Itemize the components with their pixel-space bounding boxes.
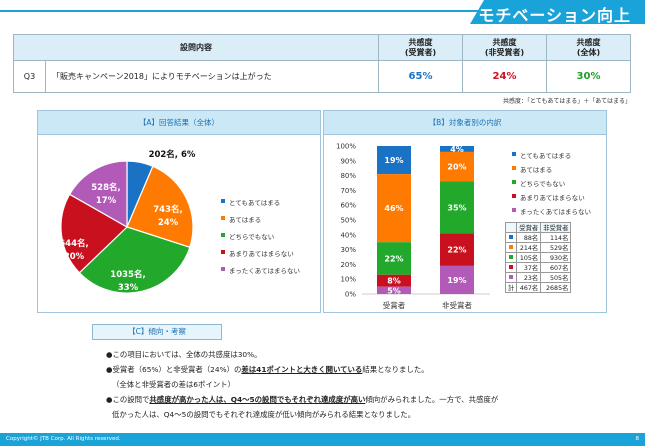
value-overall: 30% <box>546 60 631 93</box>
legend-swatch <box>221 199 225 203</box>
count-header-non-awardee: 非受賞者 <box>540 222 572 233</box>
legend-item: あまりあてはまらない <box>512 192 591 206</box>
legend-label: まったくあてはまらない <box>520 208 591 216</box>
conclusion-line: ●この項目においては、全体の共感度は30%。 <box>106 350 262 359</box>
question-number: Q3 <box>13 60 46 93</box>
legend-item: まったくあてはまらない <box>221 265 300 282</box>
count-table: 受賞者 非受賞者 88名 114名 214名 529名 105名 930名 37… <box>504 222 572 293</box>
footer: Copyright© JTB Corp. All Rights reserved… <box>0 433 645 446</box>
count-key <box>504 242 518 253</box>
definition-note: 共感度：「とてもあてはまる」＋「あてはまる」 <box>502 98 631 105</box>
count-key <box>504 272 518 283</box>
legend-swatch <box>221 233 225 237</box>
title-rule <box>0 10 645 12</box>
value-awardee: 65% <box>378 60 463 93</box>
legend-label: とてもあてはまる <box>520 152 572 160</box>
copyright: Copyright© JTB Corp. All Rights reserved… <box>6 436 121 442</box>
count-cell: 607名 <box>540 262 572 273</box>
page-number: 8 <box>635 436 640 442</box>
legend-label: どちらでもない <box>229 233 275 241</box>
legend-swatch <box>512 194 516 198</box>
panel-b-title: 【B】対象者別の内訳 <box>324 111 606 135</box>
legend-item: あまりあてはまらない <box>221 248 300 265</box>
count-cell: 214名 <box>516 242 542 253</box>
count-cell: 105名 <box>516 252 542 263</box>
count-header-awardee: 受賞者 <box>516 222 542 233</box>
count-cell: 23名 <box>516 272 542 283</box>
legend-swatch <box>512 180 516 184</box>
count-cell: 930名 <box>540 252 572 263</box>
legend-label: どちらでもない <box>520 180 566 188</box>
legend-item: まったくあてはまらない <box>512 206 591 220</box>
count-total: 467名 <box>516 282 542 293</box>
conclusion-line: （全体と非受賞者の差は6ポイント） <box>112 380 235 389</box>
conclusion-line: 低かった人は、Q4～5の設問でもそれぞれ達成度が低い傾向がみられる結果となりまし… <box>112 410 416 419</box>
legend-swatch <box>512 166 516 170</box>
legend-swatch <box>221 216 225 220</box>
legend-label: あまりあてはまらない <box>520 194 585 202</box>
conclusion-title: 【C】傾向・考察 <box>92 324 222 340</box>
col-awardee: 共感度 (受賞者) <box>378 34 463 61</box>
legend-item: とてもあてはまる <box>512 150 591 164</box>
panel-a-title: 【A】回答結果（全体） <box>38 111 320 135</box>
legend-label: あてはまる <box>229 216 262 224</box>
legend-item: どちらでもない <box>512 178 591 192</box>
count-total: 2685名 <box>540 282 572 293</box>
count-cell: 529名 <box>540 242 572 253</box>
value-non-awardee: 24% <box>462 60 547 93</box>
count-key <box>504 262 518 273</box>
count-cell: 88名 <box>516 232 542 243</box>
count-cell: 114名 <box>540 232 572 243</box>
conclusion-line: ●受賞者（65%）と非受賞者（24%）の差は41ポイントと大きく開いている結果と… <box>106 365 429 374</box>
legend-item: どちらでもない <box>221 231 300 248</box>
conclusion-line: ●この設問で共感度が高かった人は、Q4～5の設問でもそれぞれ達成度が高い傾向がみ… <box>106 395 499 404</box>
legend-label: あまりあてはまらない <box>229 250 294 258</box>
legend-swatch <box>221 250 225 254</box>
legend-label: とてもあてはまる <box>229 199 281 207</box>
legend-item: とてもあてはまる <box>221 197 300 214</box>
page-title: モチベーション向上 <box>478 6 631 25</box>
conclusion-text: ●この項目においては、全体の共感度は30%。 ●受賞者（65%）と非受賞者（24… <box>106 347 576 422</box>
count-table-corner <box>504 222 518 233</box>
legend-b: とてもあてはまる あてはまるどちらでもないあまりあてはまらない まったくあてはまらな… <box>512 150 591 220</box>
legend-item: あてはまる <box>221 214 300 231</box>
legend-swatch <box>221 267 225 271</box>
legend-label: まったくあてはまらない <box>229 267 300 275</box>
question-table: 設問内容 共感度 (受賞者) 共感度 (非受賞者) 共感度 (全体) Q3 「販… <box>13 34 631 93</box>
legend-a: とてもあてはまる あてはまるどちらでもないあまりあてはまらない まったくあてはまらな… <box>221 197 300 282</box>
title-tab <box>470 0 645 24</box>
count-cell: 37名 <box>516 262 542 273</box>
legend-label: あてはまる <box>520 166 553 174</box>
legend-item: あてはまる <box>512 164 591 178</box>
question-header: 設問内容 <box>13 34 379 61</box>
count-key <box>504 232 518 243</box>
count-cell: 505名 <box>540 272 572 283</box>
legend-swatch <box>512 208 516 212</box>
col-non-awardee: 共感度 (非受賞者) <box>462 34 547 61</box>
count-total-label: 計 <box>504 282 518 293</box>
count-key <box>504 252 518 263</box>
col-overall: 共感度 (全体) <box>546 34 631 61</box>
title-band: モチベーション向上 <box>0 0 645 25</box>
legend-swatch <box>512 152 516 156</box>
question-text: 「販売キャンペーン2018」によりモチベーションは上がった <box>45 60 379 93</box>
